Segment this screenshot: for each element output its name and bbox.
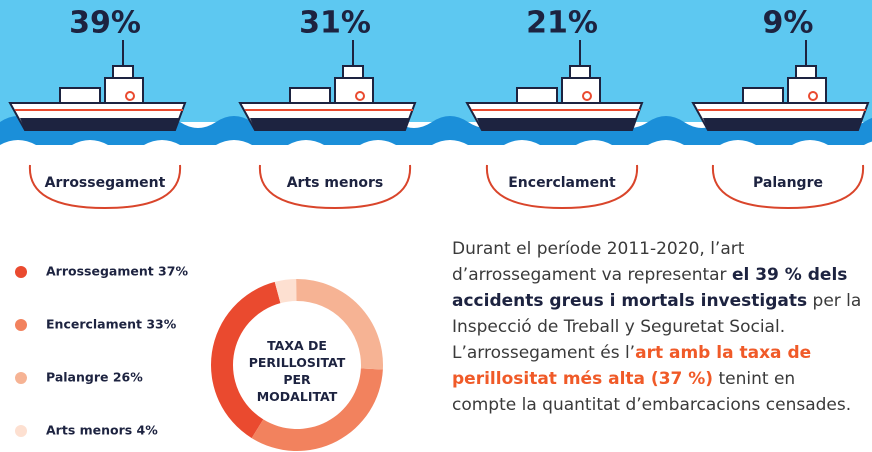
boat [8,40,187,131]
gear-name: Palangre [753,175,823,191]
donut-segment [274,279,297,304]
deckhouse [742,87,784,104]
label-arc [28,164,182,210]
text-run: art amb la taxa de perillositat més alta… [452,343,812,389]
legend-swatch [15,372,27,384]
donut-title: TAXA DE PERILLOSITAT PER MODALITAT [248,338,346,404]
text-run: per la Inspecció de Treball y Seguretat … [452,291,862,363]
deckhouse [516,87,558,104]
porthole [355,91,365,101]
hull-bottom [250,118,410,130]
label-arc [258,164,412,210]
deckhouse [59,87,101,104]
bridge [112,65,134,79]
boat [465,40,644,131]
text-run: tenint en compte la quantitat d’embarcac… [452,369,852,415]
gear-name: Arrossegament [45,175,166,191]
legend-swatch [15,425,27,437]
label-arc [485,164,639,210]
cabin [561,77,601,104]
deckhouse [289,87,331,104]
share: 39% [69,6,141,41]
legend-swatch [15,266,27,278]
share: 31% [299,6,371,41]
porthole [125,91,135,101]
hull-bottom [477,118,637,130]
waves [0,116,872,145]
hull-bottom [703,118,863,130]
porthole [582,91,592,101]
wave-foam [0,140,872,152]
donut-segment [296,279,383,370]
text-run: Durant el període 2011-2020, l’art d’arr… [452,239,745,285]
paragraph: Durant el període 2011-2020, l’art d’arr… [452,236,864,418]
boat [238,40,417,131]
share: 21% [526,6,598,41]
donut-segment [251,368,383,451]
label-arc [711,164,865,210]
share: 9% [763,6,814,41]
hull-bottom [20,118,180,130]
cabin [787,77,827,104]
boat [691,40,870,131]
cabin [334,77,374,104]
sky [0,0,872,122]
gear-name: Encerclament [508,175,616,191]
legend-label: Arts menors 4% [46,423,158,438]
donut-segment [211,281,281,439]
bridge [795,65,817,79]
text-run: el 39 % dels accidents greus i mortals i… [452,265,848,311]
legend-swatch [15,319,27,331]
bridge [569,65,591,79]
porthole [808,91,818,101]
legend-label: Palangre 26% [46,370,143,385]
bridge [342,65,364,79]
cabin [104,77,144,104]
gear-name: Arts menors [287,175,384,191]
legend-label: Arrossegament 37% [46,264,188,279]
legend-label: Encerclament 33% [46,317,177,332]
